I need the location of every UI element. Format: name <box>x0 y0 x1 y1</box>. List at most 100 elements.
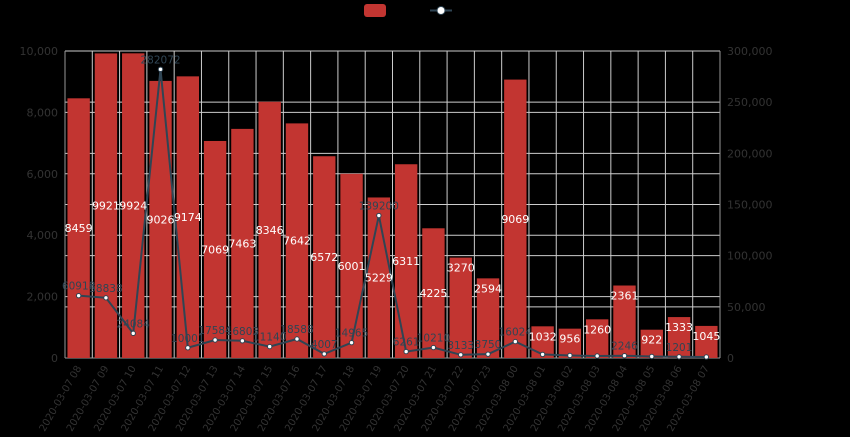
line-data-label: 60918 <box>62 281 95 293</box>
line-data-label: 17584 <box>198 325 232 337</box>
line-point <box>621 353 628 359</box>
bar-data-label: 1045 <box>692 330 720 343</box>
bar <box>313 156 336 358</box>
line-point <box>321 351 327 357</box>
bar-data-label: 1260 <box>583 323 611 336</box>
legend-line-marker <box>436 6 446 15</box>
bar-data-label: 2594 <box>474 282 502 295</box>
left-axis-tick-label: 8,000 <box>27 106 59 119</box>
bar-data-label: 2361 <box>610 290 638 303</box>
line-point <box>75 292 82 299</box>
line-data-label: 4007 <box>311 339 338 351</box>
line-data-label: 3750 <box>475 339 502 351</box>
bar-data-label: 4225 <box>419 287 447 300</box>
line-data-label: 3133 <box>447 340 474 352</box>
line-data-label: 6261 <box>393 337 420 349</box>
bar <box>231 128 254 358</box>
line-point <box>430 344 437 351</box>
line-point <box>512 338 519 345</box>
line-point <box>539 351 546 358</box>
bar <box>422 228 445 358</box>
left-axis-tick-label: 10,000 <box>20 45 59 58</box>
right-axis-tick-label: 250,000 <box>727 96 773 109</box>
bar-data-label: 9069 <box>501 213 529 226</box>
bar <box>613 285 636 358</box>
bar-data-label: 3270 <box>447 262 475 275</box>
series-line <box>78 69 707 358</box>
line-point <box>103 295 109 301</box>
left-axis-tick-label: 6,000 <box>27 168 59 181</box>
bar-data-label: 7463 <box>228 237 256 250</box>
bar-data-label: 956 <box>559 333 580 346</box>
bar <box>476 278 500 358</box>
bar <box>67 98 90 358</box>
line-point <box>185 345 191 351</box>
bar <box>585 319 609 358</box>
bar-data-label: 9921 <box>92 200 120 213</box>
line-data-label: 10001 <box>171 333 204 345</box>
right-axis-tick-label: 150,000 <box>727 199 773 212</box>
bar-data-label: 6311 <box>392 255 420 268</box>
bar-data-label: 8346 <box>256 224 284 237</box>
right-axis-tick-label: 50,000 <box>727 301 766 314</box>
right-axis-tick-label: 200,000 <box>727 147 773 160</box>
line-data-label: 24084 <box>117 318 151 330</box>
left-axis-tick-label: 0 <box>51 352 58 365</box>
bar-data-label: 9924 <box>119 200 147 213</box>
left-axis-tick-label: 2,000 <box>27 291 59 304</box>
bar <box>258 101 281 358</box>
line-point <box>458 352 464 358</box>
line-point <box>676 354 682 360</box>
bar-data-label: 922 <box>641 334 662 347</box>
bar <box>531 326 554 358</box>
line-point <box>348 339 355 346</box>
bar-data-label: 7069 <box>201 243 229 256</box>
line-point <box>212 337 218 343</box>
bar <box>667 317 691 358</box>
line-point <box>403 348 409 355</box>
line-point <box>567 352 573 359</box>
bar <box>149 80 172 359</box>
line-point <box>239 338 246 344</box>
line-data-label: 18588 <box>280 324 313 336</box>
line-point <box>649 353 655 360</box>
line-data-label: 10210 <box>417 333 450 345</box>
bar <box>203 140 227 358</box>
bar-data-label: 7642 <box>283 235 311 248</box>
line-point <box>485 351 491 357</box>
bar-data-label: 5229 <box>365 272 393 285</box>
right-axis-tick-label: 100,000 <box>727 250 773 263</box>
bar-data-label: 9026 <box>147 213 175 226</box>
bar <box>504 79 527 359</box>
bar <box>640 329 663 358</box>
line-point <box>266 343 273 350</box>
line-point <box>594 353 600 359</box>
bar-data-label: 9174 <box>174 211 202 224</box>
right-axis-tick-label: 0 <box>727 352 734 365</box>
line-point <box>157 66 164 73</box>
line-data-label: 16024 <box>499 327 533 339</box>
bar-data-label: 1032 <box>529 330 557 343</box>
bar <box>285 123 309 359</box>
line-point <box>376 212 382 219</box>
bar <box>695 325 718 358</box>
bar <box>449 257 472 358</box>
bar <box>394 164 418 358</box>
line-data-label: 14965 <box>335 328 368 340</box>
line-data-label: 139200 <box>359 201 399 213</box>
line-data-label: 16803 <box>226 326 259 338</box>
line-data-label: 2246 <box>611 341 638 353</box>
line-data-label: 282072 <box>140 54 180 66</box>
line-data-label: 11140 <box>253 332 286 344</box>
line-point <box>294 336 300 342</box>
bar <box>558 328 582 358</box>
legend-bar-swatch <box>364 4 386 17</box>
bar-data-label: 6001 <box>338 260 366 273</box>
bar-data-label: 6572 <box>310 251 338 264</box>
line-data-label: 58838 <box>89 283 122 295</box>
line-data-label: 1201 <box>666 342 693 354</box>
bar <box>94 53 118 359</box>
left-axis-tick-label: 4,000 <box>27 229 59 242</box>
